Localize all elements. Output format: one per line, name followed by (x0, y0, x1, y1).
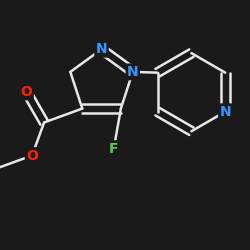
Text: O: O (20, 85, 32, 99)
Text: N: N (220, 105, 231, 119)
Text: F: F (109, 142, 118, 156)
Text: N: N (96, 42, 108, 56)
Text: O: O (26, 148, 38, 162)
Text: N: N (127, 65, 138, 79)
